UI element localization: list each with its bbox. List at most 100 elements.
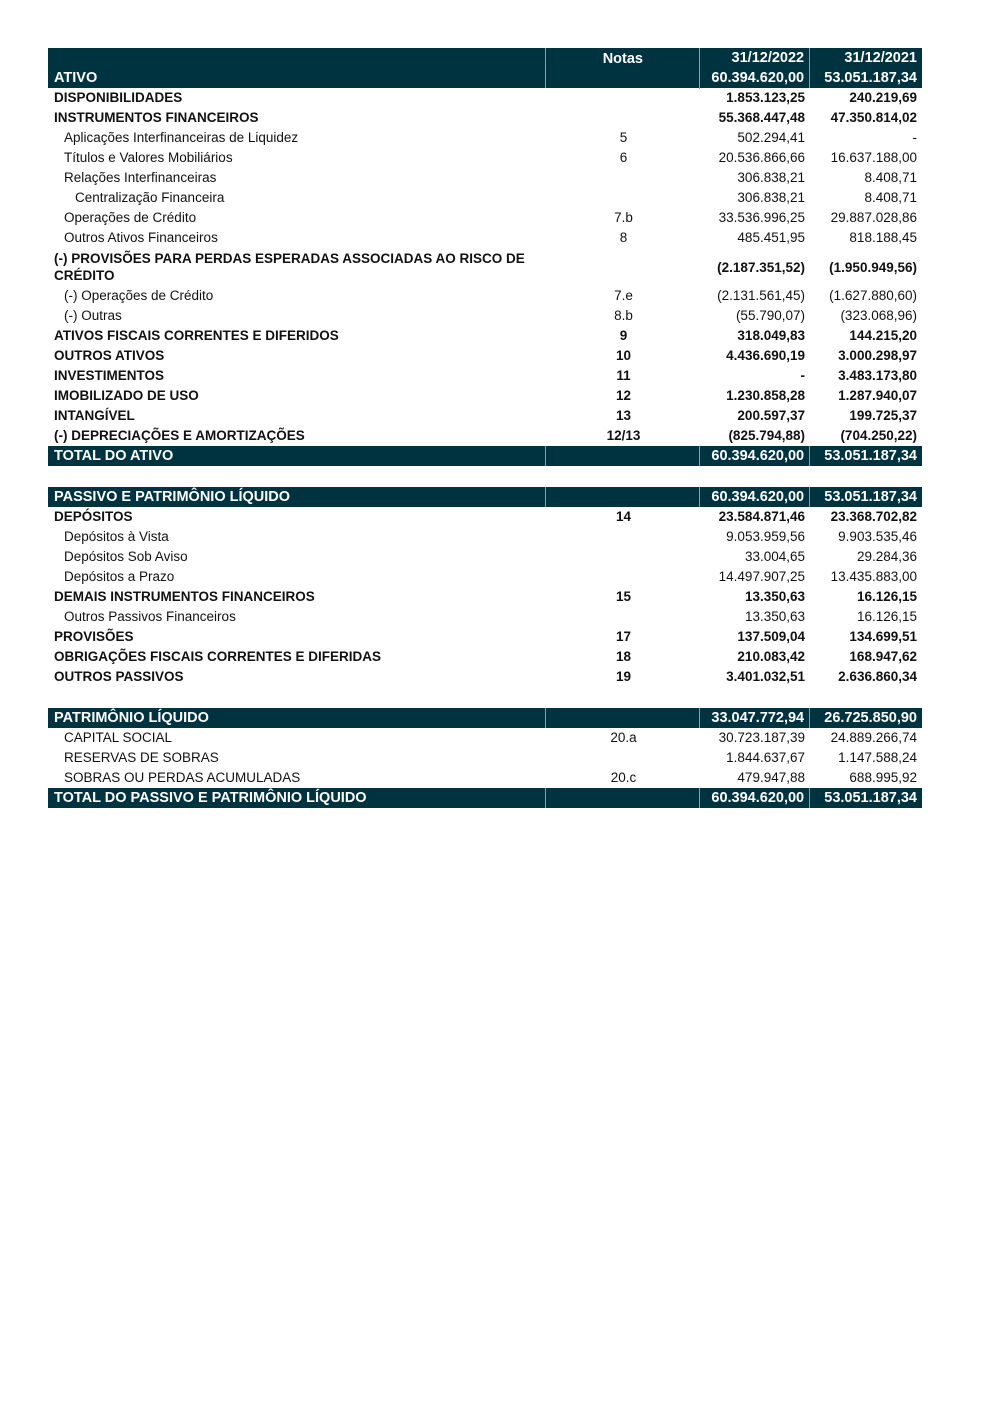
balance-sheet-table: ATIVO Notas 31/12/2022 60.394.620,00 31/… [48,47,922,808]
table-row: (-) PROVISÕES PARA PERDAS ESPERADAS ASSO… [48,248,922,286]
table-body: DISPONIBILIDADES 1.853.123,25 240.219,69 IN… [48,88,922,808]
row-label: INVESTIMENTOS [54,368,165,383]
row-label: ATIVOS FISCAIS CORRENTES E DIFERIDOS [54,328,339,343]
table-row: SOBRAS OU PERDAS ACUMULADAS 20.c 479.947,8… [48,768,922,788]
value-2022: 55.368.447,48 [718,110,805,125]
value-2021: 1.287.940,07 [838,388,917,403]
table-row: Centralização Financeira 306.838,21 8.408,… [48,188,922,208]
row-note: 12 [615,388,632,403]
value-2022: 60.394.620,00 [700,487,811,507]
row-note [546,446,701,466]
row-label: SOBRAS OU PERDAS ACUMULADAS [64,770,301,785]
row-note: 6 [619,150,628,165]
value-2022: (55.790,07) [735,308,805,323]
row-label: Centralização Financeira [75,190,225,205]
row-label: Depósitos a Prazo [64,569,175,584]
table-row: PROVISÕES 17 137.509,04 134.699,51 [48,627,922,647]
value-2021: 53.051.187,34 [824,448,917,464]
value-2021: 240.219,69 [849,90,917,105]
row-note [546,788,701,808]
value-2021: 1.147.588,24 [838,750,917,765]
row-label: CAPITAL SOCIAL [64,730,173,745]
column-header-2021: 31/12/2021 [844,50,917,66]
table-row: OUTROS PASSIVOS 19 3.401.032,51 2.636.860,3… [48,667,922,687]
value-2022: - [800,368,806,383]
table-row: Outros Ativos Financeiros 8 485.451,95 818.… [48,228,922,248]
value-2022: 14.497.907,25 [718,569,805,584]
value-2021: (1.950.949,56) [829,259,917,275]
row-label: Operações de Crédito [64,210,197,225]
row-note: 15 [615,589,632,604]
value-2021: 2.636.860,34 [838,669,917,684]
value-2022: 485.451,95 [737,230,805,245]
row-label: PATRIMÔNIO LÍQUIDO [48,708,547,728]
row-label: TOTAL DO PASSIVO E PATRIMÔNIO LÍQUIDO [48,788,547,808]
column-header-2022: 31/12/2022 [731,50,805,66]
value-2021: 24.889.266,74 [830,730,917,745]
row-label: IMOBILIZADO DE USO [54,388,199,403]
row-label: OBRIGAÇÕES FISCAIS CORRENTES E DIFERIDAS [54,649,382,664]
value-2021: (323.068,96) [840,308,917,323]
row-note: 8.b [614,308,633,323]
table-row: Operações de Crédito 7.b 33.536.996,25 29.8… [48,208,922,228]
value-2021: 13.435.883,00 [830,569,917,584]
row-label: DEMAIS INSTRUMENTOS FINANCEIROS [54,589,315,604]
row-note: 9 [619,328,628,343]
row-note: 7.e [614,288,633,303]
row-label: Depósitos Sob Aviso [64,549,188,564]
row-note: 5 [619,130,628,145]
value-2022: 3.401.032,51 [726,669,805,684]
row-label: (-) PROVISÕES PARA PERDAS ESPERADAS ASSO… [54,251,525,283]
value-2021: 23.368.702,82 [830,509,917,524]
table-row: Depósitos a Prazo 14.497.907,25 13.435.883… [48,567,922,587]
value-2022: (2.131.561,45) [717,288,805,303]
row-label: INTANGÍVEL [54,408,135,423]
row-note: 19 [615,669,632,684]
total-2021: 53.051.187,34 [824,70,917,86]
value-2022: 60.394.620,00 [700,446,811,466]
table-row: (-) Operações de Crédito 7.e (2.131.561,45… [48,286,922,306]
value-2021: (1.627.880,60) [829,288,917,303]
row-note [546,708,701,728]
row-note: 20.a [610,730,637,745]
value-2022: 210.083,42 [737,649,805,664]
section-header-row: PATRIMÔNIO LÍQUIDO 33.047.772,94 26.725.85… [48,708,922,728]
table-row: CAPITAL SOCIAL 20.a 30.723.187,39 24.889.26… [48,728,922,748]
value-2021: (704.250,22) [840,428,917,443]
value-2021: 8.408,71 [864,190,917,205]
row-note [546,487,701,507]
value-2022: 13.350,63 [744,589,805,604]
row-label: Outros Ativos Financeiros [64,230,218,245]
row-note: 14 [615,509,632,524]
value-2021: 134.699,51 [849,629,917,644]
value-2022: 502.294,41 [737,130,805,145]
row-label: (-) Outras [64,308,122,323]
row-label: PROVISÕES [54,629,134,644]
row-label: Outros Passivos Financeiros [64,609,236,624]
table-row: Depósitos Sob Aviso 33.004,65 29.284,36 [48,547,922,567]
row-label: Títulos e Valores Mobiliários [64,150,233,165]
value-2022: 1.230.858,28 [726,388,805,403]
value-2021: 8.408,71 [864,170,917,185]
value-2022: 33.047.772,94 [700,708,811,728]
value-2022: 318.049,83 [737,328,805,343]
row-label: DISPONIBILIDADES [54,90,183,105]
value-2021: 16.126,15 [856,609,917,624]
row-label: (-) DEPRECIAÇÕES E AMORTIZAÇÕES [54,428,305,443]
spacer-row [48,466,922,487]
row-note: 13 [615,408,632,423]
section-title-ativo: ATIVO [54,70,98,86]
row-label: Depósitos à Vista [64,529,169,544]
table-row: Depósitos à Vista 9.053.959,56 9.903.535,4… [48,527,922,547]
value-2022: 33.004,65 [744,549,805,564]
value-2022: 306.838,21 [737,170,805,185]
row-label: RESERVAS DE SOBRAS [64,750,219,765]
value-2022: 9.053.959,56 [726,529,805,544]
row-label: PASSIVO E PATRIMÔNIO LÍQUIDO [48,487,547,507]
section-header-row: PASSIVO E PATRIMÔNIO LÍQUIDO 60.394.620,0… [48,487,922,507]
row-label: OUTROS PASSIVOS [54,669,184,684]
row-note: 7.b [614,210,633,225]
value-2022: 33.536.996,25 [718,210,805,225]
row-label: (-) Operações de Crédito [64,288,214,303]
row-label: Aplicações Interfinanceiras de Liquidez [64,130,299,145]
